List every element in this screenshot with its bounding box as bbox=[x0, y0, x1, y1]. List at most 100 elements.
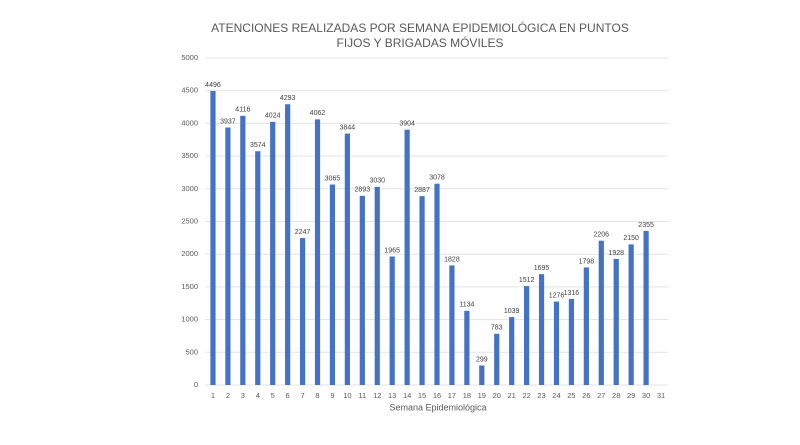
y-tick-label: 4500 bbox=[181, 86, 198, 95]
data-label: 3078 bbox=[429, 175, 445, 182]
x-tick-label: 16 bbox=[433, 391, 441, 400]
y-tick-label: 2500 bbox=[181, 216, 198, 225]
y-tick-label: 3000 bbox=[181, 184, 198, 193]
data-label: 2887 bbox=[414, 187, 430, 194]
bar bbox=[434, 183, 440, 385]
chart-title: ATENCIONES REALIZADAS POR SEMANA EPIDEMI… bbox=[211, 21, 629, 50]
x-tick-label: 5 bbox=[271, 391, 275, 400]
bar bbox=[553, 301, 560, 385]
x-tick-label: 13 bbox=[388, 391, 396, 400]
data-label: 4293 bbox=[280, 95, 296, 102]
data-label: 2893 bbox=[355, 187, 371, 194]
x-tick-label: 4 bbox=[256, 391, 260, 400]
y-tick-label: 2000 bbox=[181, 249, 198, 258]
data-label: 2355 bbox=[638, 222, 654, 229]
data-label: 3065 bbox=[325, 175, 341, 182]
bar bbox=[314, 119, 321, 385]
x-tick-label: 19 bbox=[478, 391, 486, 400]
data-label: 1276 bbox=[549, 292, 565, 299]
x-tick-label: 6 bbox=[286, 391, 290, 400]
bar bbox=[419, 196, 425, 385]
data-label: 1316 bbox=[564, 290, 580, 297]
bar bbox=[255, 151, 261, 385]
data-label: 1695 bbox=[534, 265, 550, 272]
bar bbox=[344, 133, 350, 385]
data-label: 2247 bbox=[295, 229, 311, 236]
bar bbox=[299, 238, 306, 385]
data-label: 1512 bbox=[519, 277, 535, 284]
bar bbox=[628, 244, 634, 385]
x-tick-label: 2 bbox=[226, 391, 230, 400]
bar bbox=[404, 129, 410, 385]
x-tick-label: 21 bbox=[508, 391, 516, 400]
bar bbox=[464, 310, 470, 385]
data-label: 4116 bbox=[235, 107, 250, 114]
x-tick-label: 29 bbox=[627, 391, 635, 400]
x-tick-label: 17 bbox=[448, 391, 456, 400]
bar bbox=[449, 265, 455, 385]
bar bbox=[210, 90, 216, 385]
bar bbox=[389, 256, 395, 385]
bar bbox=[643, 230, 649, 385]
x-tick-label: 31 bbox=[657, 391, 665, 400]
data-label: 3574 bbox=[250, 142, 266, 149]
bar bbox=[285, 104, 291, 386]
y-tick-label: 4000 bbox=[181, 118, 198, 127]
data-label: 783 bbox=[491, 325, 503, 332]
x-tick-label: 8 bbox=[315, 391, 319, 400]
y-tick-label: 3500 bbox=[181, 151, 198, 160]
y-tick-label: 0 bbox=[194, 380, 198, 389]
y-tick-label: 1500 bbox=[181, 282, 198, 291]
bar bbox=[509, 317, 515, 385]
data-label: 1039 bbox=[504, 308, 520, 315]
data-label: 4024 bbox=[265, 113, 281, 120]
data-label: 1798 bbox=[579, 258, 595, 265]
bar bbox=[568, 298, 575, 385]
bar bbox=[479, 365, 485, 385]
x-axis-label: Semana Epidemiológica bbox=[389, 402, 486, 412]
bar bbox=[359, 195, 365, 385]
data-label: 1965 bbox=[384, 247, 400, 254]
y-tick-label: 500 bbox=[185, 347, 198, 356]
data-label: 4062 bbox=[310, 110, 326, 117]
bar bbox=[240, 115, 246, 385]
x-tick-label: 24 bbox=[552, 391, 560, 400]
data-label: 1928 bbox=[608, 250, 624, 257]
bar bbox=[225, 127, 231, 385]
x-tick-label: 26 bbox=[582, 391, 590, 400]
x-tick-label: 18 bbox=[463, 391, 471, 400]
x-tick-label: 27 bbox=[597, 391, 605, 400]
y-tick-label: 1000 bbox=[181, 315, 198, 324]
data-label: 4496 bbox=[205, 82, 221, 89]
bar bbox=[613, 258, 619, 385]
data-label: 1828 bbox=[444, 256, 460, 263]
bar bbox=[494, 333, 500, 385]
data-label: 3030 bbox=[369, 178, 385, 185]
x-tick-label: 23 bbox=[537, 391, 545, 400]
bar bbox=[583, 267, 589, 385]
data-label: 2206 bbox=[594, 232, 610, 239]
data-label: 3937 bbox=[220, 118, 236, 125]
x-tick-label: 25 bbox=[567, 391, 575, 400]
x-tick-label: 1 bbox=[211, 391, 215, 400]
x-tick-label: 22 bbox=[522, 391, 530, 400]
y-tick-label: 5000 bbox=[181, 53, 198, 62]
x-tick-label: 7 bbox=[300, 391, 304, 400]
data-label: 2150 bbox=[623, 235, 639, 242]
x-tick-label: 10 bbox=[343, 391, 351, 400]
x-tick-label: 11 bbox=[358, 391, 366, 400]
data-label: 3844 bbox=[340, 124, 356, 131]
x-tick-label: 15 bbox=[418, 391, 426, 400]
data-label: 299 bbox=[476, 356, 488, 363]
x-tick-label: 9 bbox=[330, 391, 334, 400]
bar bbox=[374, 186, 380, 385]
data-label: 3904 bbox=[399, 121, 415, 128]
bar bbox=[524, 286, 530, 385]
bar bbox=[598, 240, 604, 385]
bar bbox=[538, 274, 545, 385]
bar bbox=[329, 184, 336, 385]
x-tick-label: 12 bbox=[373, 391, 381, 400]
x-tick-label: 28 bbox=[612, 391, 620, 400]
